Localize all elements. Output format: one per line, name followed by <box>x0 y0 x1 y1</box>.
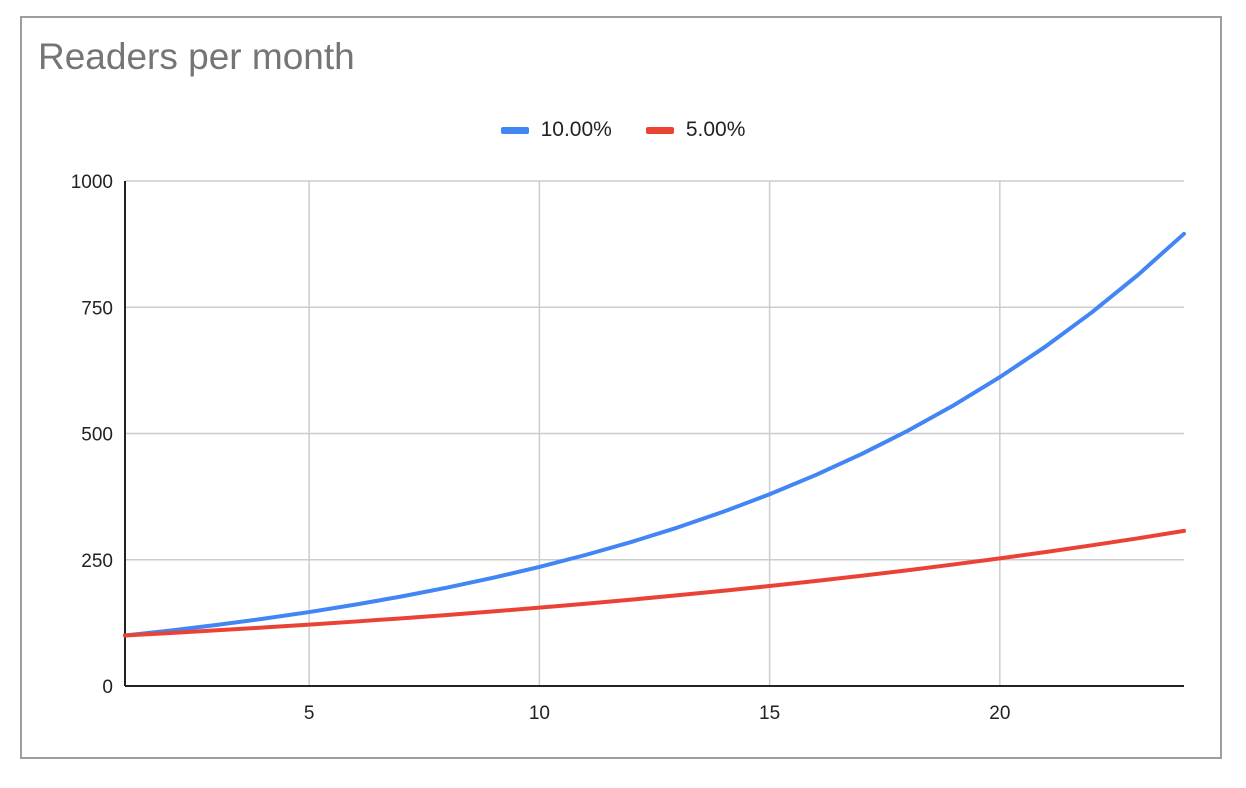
legend: 10.00% 5.00% <box>0 118 1246 142</box>
label-layer: 0 250 500 750 1000 5 10 15 20 <box>71 172 1011 724</box>
x-tick-label: 10 <box>529 703 550 724</box>
legend-swatch-series-2 <box>645 126 674 134</box>
legend-item-series-1[interactable]: 10.00% <box>500 118 612 142</box>
legend-swatch-series-1 <box>500 126 529 134</box>
y-tick-label: 250 <box>81 551 113 572</box>
x-tick-label: 5 <box>304 703 315 724</box>
series-line-1 <box>123 231 1186 638</box>
legend-item-series-2[interactable]: 5.00% <box>645 118 746 142</box>
grid-layer <box>125 180 1184 686</box>
y-tick-label: 500 <box>81 425 113 446</box>
chart-frame <box>20 16 1222 759</box>
chart-title: Readers per month <box>38 36 355 77</box>
y-tick-label: 0 <box>102 677 113 698</box>
x-tick-label: 20 <box>989 703 1010 724</box>
y-tick-label: 1000 <box>71 172 113 193</box>
series-layer <box>123 231 1186 638</box>
x-tick-label: 15 <box>759 703 780 724</box>
legend-label-series-2: 5.00% <box>685 118 746 141</box>
axis-layer <box>124 181 1184 687</box>
legend-label-series-1: 10.00% <box>540 118 612 141</box>
series-line-2 <box>123 528 1186 638</box>
y-tick-label: 750 <box>81 298 113 319</box>
